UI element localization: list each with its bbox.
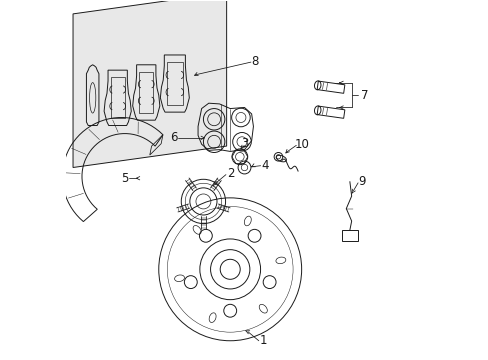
Text: 9: 9 [358, 175, 366, 188]
Text: 2: 2 [227, 167, 234, 180]
Text: 10: 10 [294, 138, 308, 151]
Text: 5: 5 [121, 172, 128, 185]
Text: 4: 4 [261, 159, 268, 172]
Bar [341, 230, 357, 241]
Text: 7: 7 [361, 89, 368, 102]
Text: 1: 1 [259, 334, 266, 347]
Text: 8: 8 [251, 55, 258, 68]
Polygon shape [73, 0, 226, 167]
Text: 3: 3 [240, 137, 248, 150]
Text: 6: 6 [170, 131, 177, 144]
